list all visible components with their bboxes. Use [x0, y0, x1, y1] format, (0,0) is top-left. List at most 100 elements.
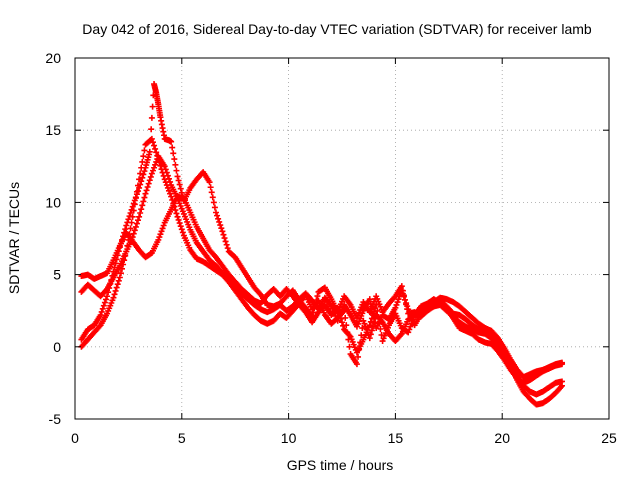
data-point — [206, 179, 213, 186]
data-point-interp — [175, 177, 182, 184]
data-point-interp — [137, 181, 144, 188]
data-point-interp — [127, 225, 134, 232]
x-axis-label: GPS time / hours — [287, 457, 394, 473]
data-point — [161, 176, 168, 183]
data-point-interp — [138, 206, 145, 213]
data-point-interp — [406, 326, 413, 333]
data-point-interp — [215, 215, 222, 222]
data-point — [168, 138, 175, 145]
data-point-interp — [149, 103, 156, 110]
data-point-interp — [98, 308, 105, 315]
data-point-interp — [100, 302, 107, 309]
data-point-interp — [122, 226, 129, 233]
data-point-interp — [121, 229, 128, 236]
data-point-interp — [173, 167, 180, 174]
data-point-interp — [120, 261, 127, 268]
data-point-interp — [159, 225, 166, 232]
data-point-interp — [170, 200, 177, 207]
data-point-interp — [108, 276, 115, 283]
data-point-interp — [106, 285, 113, 292]
data-point-interp — [111, 291, 118, 298]
data-point-interp — [216, 218, 223, 225]
data-point-interp — [145, 180, 152, 187]
data-point-interp — [367, 331, 374, 338]
data-point-interp — [126, 213, 133, 220]
data-point-interp — [223, 241, 230, 248]
data-point-interp — [314, 293, 321, 300]
data-point — [366, 335, 373, 342]
data-point — [309, 313, 316, 320]
data-point-interp — [139, 174, 146, 181]
data-point-interp — [154, 152, 161, 159]
data-point-interp — [127, 209, 134, 216]
data-point-interp — [147, 173, 154, 180]
x-tick-label: 5 — [178, 430, 186, 446]
data-point-interp — [135, 188, 142, 195]
data-point-interp — [122, 252, 129, 259]
data-point-interp — [113, 256, 120, 263]
data-point-interp — [149, 167, 156, 174]
data-point-interp — [342, 314, 349, 321]
data-point-interp — [141, 168, 148, 175]
data-point-interp — [143, 187, 150, 194]
data-point-interp — [160, 172, 167, 179]
data-point-interp — [207, 184, 214, 191]
y-tick-label: 10 — [45, 194, 61, 210]
data-point-interp — [358, 332, 365, 339]
data-point — [174, 213, 181, 220]
y-tick-label: 20 — [45, 50, 61, 66]
data-point-interp — [124, 242, 131, 249]
x-tick-label: 15 — [388, 430, 404, 446]
data-point-interp — [402, 296, 409, 303]
data-point-interp — [312, 301, 319, 308]
data-point-interp — [109, 272, 116, 279]
data-point-interp — [218, 225, 225, 232]
data-point-interp — [152, 161, 159, 168]
axis-ticks — [74, 57, 610, 420]
data-point-interp — [132, 223, 139, 230]
data-point — [104, 293, 111, 300]
data-point-interp — [364, 329, 371, 336]
data-point-interp — [112, 287, 119, 294]
data-point — [148, 170, 155, 177]
data-point-interp — [208, 189, 215, 196]
y-tick-label: 15 — [45, 122, 61, 138]
data-point-interp — [99, 305, 106, 312]
data-point-interp — [339, 319, 345, 326]
data-point-interp — [222, 238, 229, 245]
data-point-interp — [170, 150, 177, 157]
data-point-interp — [400, 292, 407, 299]
data-point-interp — [163, 182, 170, 189]
data-point-interp — [167, 190, 174, 197]
data-point-interp — [171, 156, 178, 163]
data-point-interp — [137, 170, 144, 177]
data-point — [146, 148, 153, 155]
data-point-interp — [101, 299, 108, 306]
data-point — [559, 378, 566, 385]
data-point — [123, 248, 130, 255]
data-point-interp — [152, 145, 159, 152]
data-point-interp — [151, 164, 158, 171]
data-point-interp — [137, 209, 144, 216]
data-point — [366, 322, 373, 329]
data-point-interp — [371, 319, 378, 326]
data-point-interp — [169, 196, 176, 203]
data-point-interp — [130, 200, 137, 207]
plot-frame — [74, 57, 610, 420]
data-point-interp — [343, 322, 350, 329]
data-point-interp — [148, 126, 155, 133]
data-point-interp — [120, 233, 127, 240]
data-point-interp — [209, 194, 216, 201]
data-point-interp — [404, 306, 411, 313]
data-point-interp — [105, 289, 112, 296]
data-point-interp — [133, 191, 140, 198]
chart-title: Day 042 of 2016, Sidereal Day-to-day VTE… — [82, 21, 592, 37]
data-point — [136, 184, 143, 191]
data-point-interp — [169, 144, 176, 151]
data-point-interp — [374, 307, 381, 314]
data-point-interp — [344, 329, 351, 336]
data-point-interp — [355, 353, 362, 360]
